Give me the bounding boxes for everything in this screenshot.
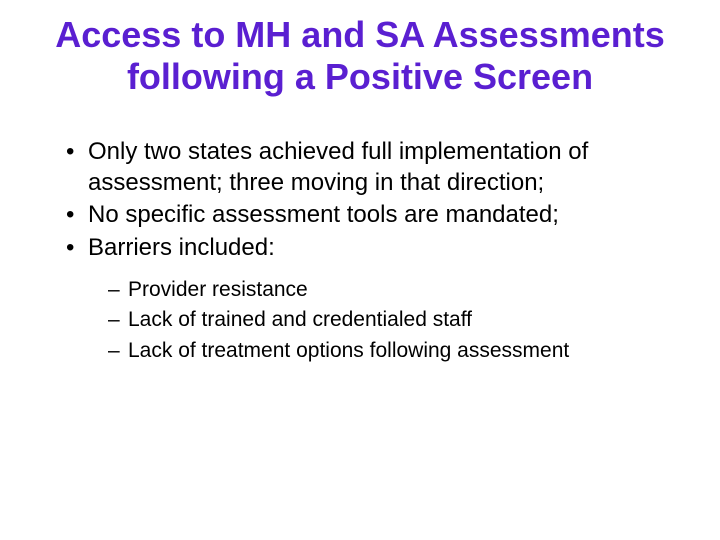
sub-bullet-item: Lack of trained and credentialed staff — [108, 306, 690, 334]
sub-bullet-item: Provider resistance — [108, 276, 690, 304]
sub-bullet-item: Lack of treatment options following asse… — [108, 337, 690, 365]
sub-bullet-list: Provider resistance Lack of trained and … — [88, 276, 690, 365]
bullet-item: Barriers included: Provider resistance L… — [66, 233, 690, 365]
bullet-item: Only two states achieved full implementa… — [66, 137, 690, 198]
bullet-item: No specific assessment tools are mandate… — [66, 200, 690, 231]
main-bullet-list: Only two states achieved full implementa… — [30, 137, 690, 365]
slide-title: Access to MH and SA Assessments followin… — [30, 14, 690, 99]
bullet-text: Barriers included: — [88, 234, 275, 261]
